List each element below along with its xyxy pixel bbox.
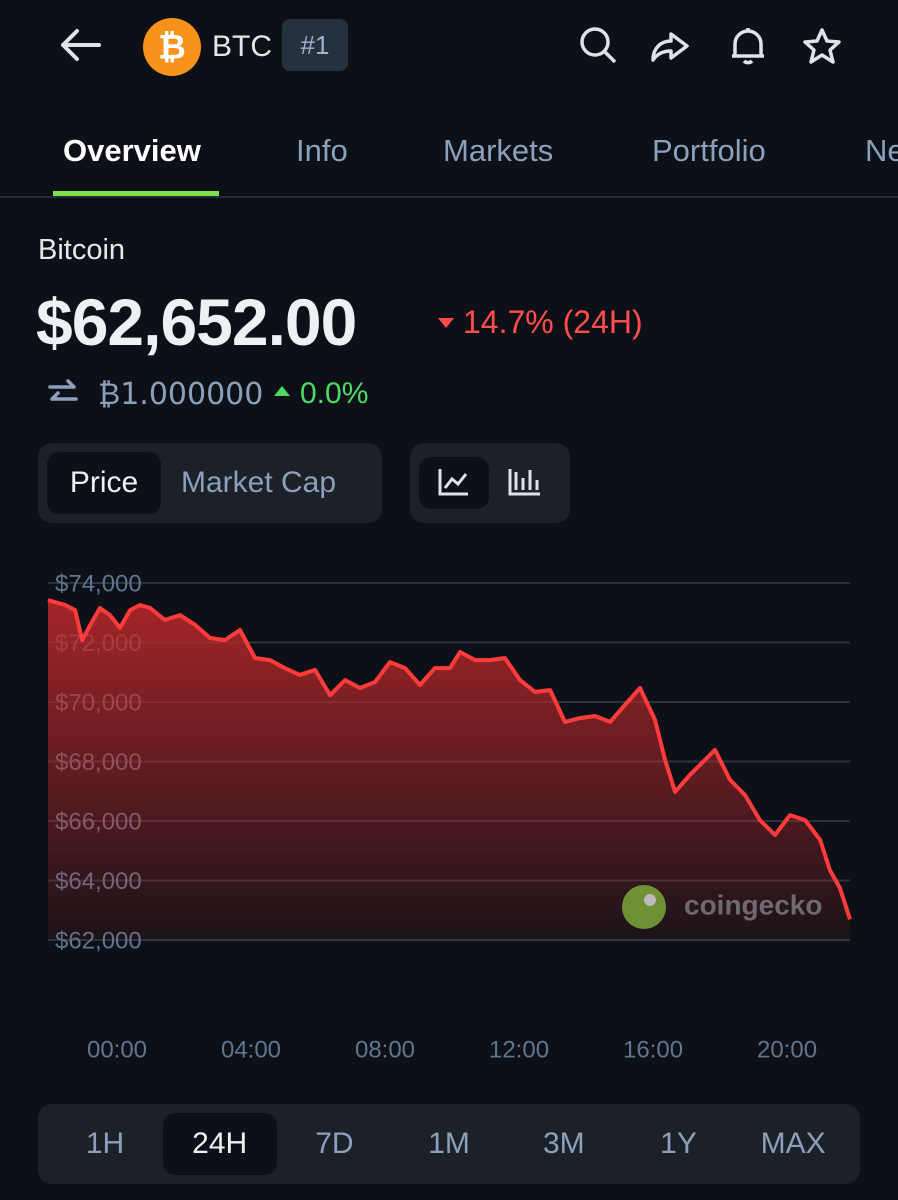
range-button[interactable]: 7D: [315, 1127, 354, 1160]
range-button[interactable]: 1Y: [660, 1127, 697, 1160]
x-tick-label: 12:00: [489, 1036, 549, 1063]
x-tick-label: 08:00: [355, 1036, 415, 1063]
watermark: coingecko: [622, 885, 822, 929]
coin-name: Bitcoin: [38, 234, 126, 266]
symbol: BTC: [212, 30, 272, 63]
btc-price: ₿1.000000: [98, 377, 264, 412]
search-icon[interactable]: [580, 27, 617, 64]
tab[interactable]: Info: [296, 133, 348, 168]
tab[interactable]: Portfolio: [652, 133, 766, 168]
watermark-logo: [622, 885, 666, 929]
tab[interactable]: Overview: [63, 133, 201, 168]
line-chart-button[interactable]: [419, 457, 489, 509]
tab[interactable]: Markets: [443, 133, 554, 168]
y-tick-label: $74,000: [55, 570, 142, 597]
bell-icon[interactable]: [732, 28, 764, 65]
rank-badge: #1: [282, 19, 348, 71]
x-tick-label: 04:00: [221, 1036, 281, 1063]
header-icons: [580, 27, 841, 65]
tab-divider: [0, 196, 898, 198]
price-area: [48, 600, 850, 940]
toggle[interactable]: Market Cap: [181, 466, 337, 499]
watermark-text: coingecko: [684, 889, 822, 920]
x-tick-label: 16:00: [623, 1036, 683, 1063]
back-button[interactable]: [55, 25, 105, 65]
x-tick-label: 20:00: [757, 1036, 817, 1063]
range-button[interactable]: 3M: [542, 1127, 585, 1160]
range-button[interactable]: 1H: [85, 1127, 125, 1160]
price: $62,652.00: [36, 285, 357, 359]
price-chart: $74,000$72,000$70,000$68,000$66,000$64,0…: [47, 570, 852, 1063]
range-button[interactable]: 1M: [428, 1127, 470, 1160]
x-tick-label: 00:00: [87, 1036, 147, 1063]
btc-logo: ₿: [143, 18, 201, 76]
price-change: 14.7% (24H): [463, 304, 643, 340]
watermark-logo-eye: [644, 894, 656, 906]
btc-change: 0.0%: [300, 377, 369, 410]
svg-text:₿: ₿: [158, 28, 186, 68]
star-icon[interactable]: [803, 28, 841, 64]
tab[interactable]: Ne: [865, 133, 898, 168]
price-line: [47, 598, 852, 920]
range-button[interactable]: 24H: [162, 1113, 277, 1175]
swap-icon: [48, 379, 78, 401]
tab-indicator: [53, 191, 219, 196]
down-arrow: [438, 318, 454, 328]
up-arrow: [274, 386, 290, 396]
toggle[interactable]: Price: [47, 452, 161, 514]
chart-type-icons: [438, 469, 540, 496]
range-button[interactable]: MAX: [760, 1127, 826, 1160]
share-icon[interactable]: [651, 32, 689, 62]
